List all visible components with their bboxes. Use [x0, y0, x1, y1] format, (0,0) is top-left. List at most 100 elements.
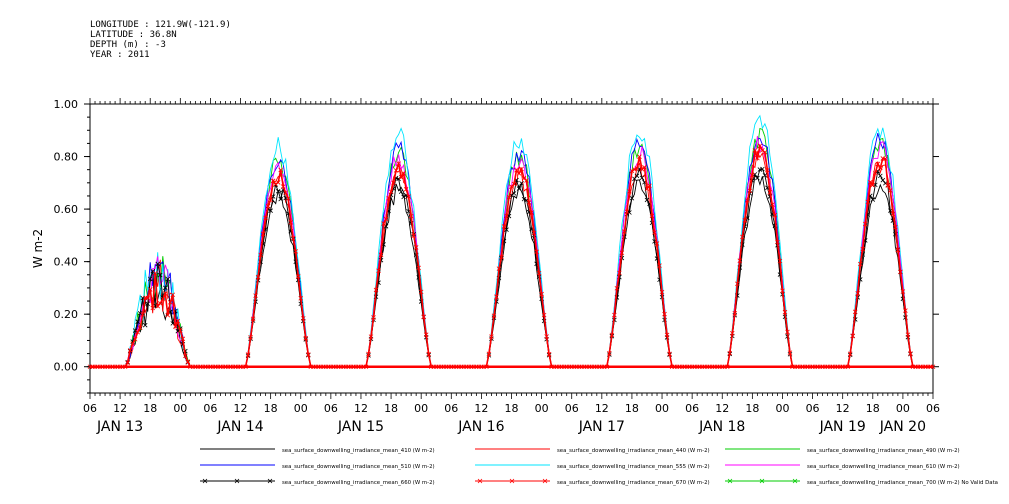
series-marker [265, 203, 271, 209]
x-hour-label: 00 [173, 402, 187, 415]
series-marker [278, 167, 283, 173]
series-marker [147, 276, 153, 282]
series-marker [657, 263, 662, 268]
series-marker [857, 261, 863, 267]
series-marker [760, 148, 765, 153]
series-marker [667, 351, 672, 357]
x-hour-label: 18 [745, 402, 759, 415]
legend-label: sea_surface_downwelling_irradiance_mean_… [557, 480, 710, 486]
legend-label: sea_surface_downwelling_irradiance_mean_… [807, 480, 998, 486]
x-hour-label: 06 [565, 402, 579, 415]
series-marker [178, 328, 183, 333]
series-marker [647, 183, 652, 189]
series-marker [396, 161, 401, 166]
series-marker [903, 308, 908, 313]
series-marker [662, 311, 667, 317]
series-marker [629, 168, 635, 174]
x-day-label: JAN 19 [819, 419, 866, 435]
legend-marker [727, 478, 733, 484]
x-hour-label: 06 [806, 402, 820, 415]
legend-marker [477, 478, 483, 484]
x-day-label: JAN 17 [578, 419, 625, 435]
series-marker [752, 172, 758, 177]
series-marker [183, 353, 188, 359]
series-marker [777, 258, 783, 264]
series-marker [371, 315, 376, 320]
x-hour-label: 00 [775, 402, 789, 415]
series-marker [735, 281, 740, 287]
series-marker [132, 337, 138, 342]
series-marker [782, 309, 788, 315]
x-hour-label: 12 [234, 402, 248, 415]
series-marker [526, 200, 532, 205]
series-marker [145, 301, 150, 307]
x-day-label: JAN 15 [337, 419, 384, 435]
x-hour-label: 18 [625, 402, 639, 415]
series-marker [898, 269, 903, 275]
series-marker [293, 249, 299, 254]
series-marker [609, 332, 615, 338]
series-marker [155, 261, 161, 267]
y-tick-label: 1.00 [54, 98, 79, 111]
y-tick-label: 0.40 [54, 256, 79, 269]
x-hour-label: 12 [836, 402, 850, 415]
series-marker [642, 165, 647, 170]
series-marker [544, 334, 549, 339]
series-marker [742, 218, 748, 223]
series-marker [765, 167, 770, 173]
longitude-text: LONGITUDE : 121.9W(-121.9) [90, 20, 231, 30]
x-hour-label: 06 [83, 402, 97, 415]
legend-marker [202, 478, 208, 484]
series-marker [504, 227, 509, 232]
series-marker [775, 239, 780, 245]
series-marker [398, 174, 404, 180]
series-marker [275, 180, 281, 185]
series-marker [368, 334, 374, 339]
series-marker [888, 188, 893, 193]
x-hour-label: 00 [655, 402, 669, 415]
series-marker [135, 319, 140, 324]
x-day-label: JAN 16 [457, 419, 504, 435]
series-marker [147, 287, 153, 292]
series-marker [900, 289, 906, 294]
series-line [90, 167, 933, 368]
series-marker [366, 351, 371, 357]
series-marker [185, 359, 191, 364]
series-marker [393, 168, 399, 173]
series-marker [165, 312, 171, 318]
series-marker [298, 296, 304, 301]
x-hour-label: 06 [685, 402, 699, 415]
series-marker [762, 149, 768, 155]
series-marker [883, 156, 888, 162]
series-marker [499, 254, 504, 260]
series-marker [373, 287, 379, 293]
series-marker [127, 348, 133, 353]
series-marker [893, 224, 898, 230]
series-marker [270, 178, 276, 184]
series-marker [639, 175, 645, 181]
series-marker [637, 154, 642, 159]
series-marker [730, 330, 735, 336]
series-marker [780, 288, 785, 294]
series-marker [727, 350, 733, 356]
series-marker [511, 191, 517, 196]
series-marker [622, 229, 627, 234]
series-marker [627, 188, 632, 194]
series-marker [125, 360, 130, 366]
legend-label: sea_surface_downwelling_irradiance_mean_… [557, 464, 710, 470]
series-marker [664, 332, 670, 338]
series-marker [303, 335, 309, 341]
series-marker [895, 247, 901, 253]
series-marker [890, 211, 896, 217]
series-marker [541, 312, 547, 318]
series-marker [162, 285, 168, 291]
series-marker [391, 180, 396, 186]
metadata-block: LONGITUDE : 121.9W(-121.9) LATITUDE : 36… [90, 20, 231, 60]
series-marker [870, 197, 876, 202]
x-hour-label: 00 [896, 402, 910, 415]
y-tick-label: 0.20 [54, 308, 79, 321]
legend-label: sea_surface_downwelling_irradiance_mean_… [807, 464, 960, 470]
series-marker [300, 316, 306, 321]
series-marker [732, 311, 738, 316]
series-marker [745, 198, 750, 203]
